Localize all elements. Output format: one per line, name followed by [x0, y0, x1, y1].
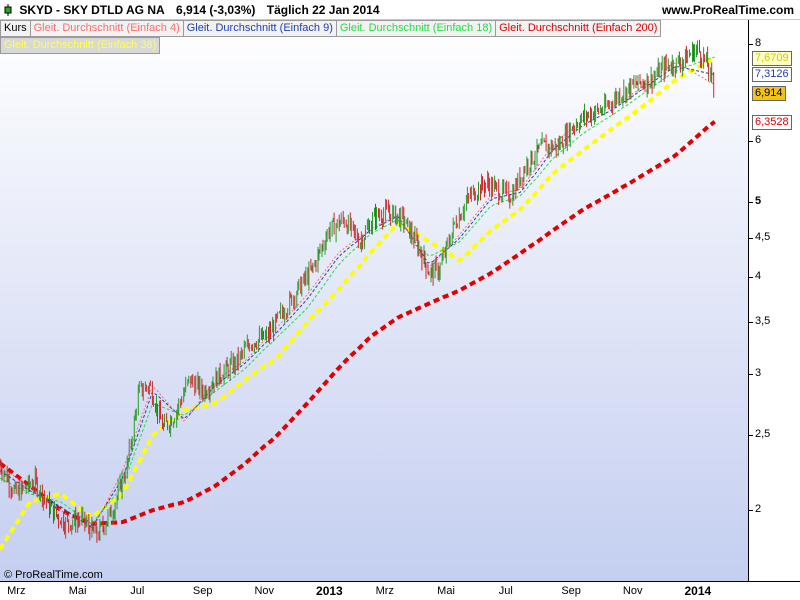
y-tick-label: 2,5 [755, 428, 771, 441]
legend-item[interactable]: Gleit. Durchschnitt (Einfach 38) [0, 37, 161, 54]
price-label-box: 7,3126 [752, 67, 792, 83]
y-tick-label: 8 [755, 37, 762, 50]
y-tick-label: 4 [755, 270, 762, 283]
price-change: 6,914 (-3,03%) [176, 3, 256, 17]
x-tick-label: Sep [561, 585, 581, 597]
y-tick-mark [749, 277, 753, 279]
legend-item[interactable]: Gleit. Durchschnitt (Einfach 18) [335, 20, 497, 37]
x-tick-label: Nov [622, 585, 643, 597]
x-tick-label: Jul [498, 585, 513, 597]
x-tick-label: Mai [437, 585, 455, 597]
legend-item[interactable]: Kurs [0, 20, 31, 37]
x-tick-label: Mrz [375, 585, 394, 597]
moving-average-line [0, 56, 715, 525]
price-label-box: 7,6709 [752, 51, 792, 67]
x-tick-label: Nov [254, 585, 275, 597]
legend-item[interactable]: Gleit. Durchschnitt (Einfach 4) [29, 20, 184, 37]
y-tick-mark [749, 44, 753, 46]
moving-average-line [0, 56, 716, 551]
y-tick-mark [749, 202, 753, 204]
y-tick-mark [749, 322, 753, 324]
chart-header: SKYD - SKY DTLD AG NA 6,914 (-3,03%) Täg… [0, 0, 800, 20]
y-tick-label: 3 [755, 366, 762, 379]
candlestick-icon [4, 4, 12, 16]
x-tick-label: Mai [68, 585, 87, 597]
legend: Kurs Gleit. Durchschnitt (Einfach 4) Gleit… [0, 20, 662, 54]
y-tick-label: 3,5 [755, 315, 771, 328]
y-tick-mark [749, 435, 753, 437]
legend-item[interactable]: Gleit. Durchschnitt (Einfach 9) [182, 20, 337, 37]
plot-area[interactable] [0, 20, 748, 581]
y-tick-label: 6 [755, 133, 762, 146]
x-tick-label: 2014 [684, 584, 712, 598]
period-date: Täglich 22 Jan 2014 [266, 3, 380, 17]
x-tick-label: Sep [192, 585, 213, 597]
y-tick-label: 2 [755, 503, 762, 516]
plot-background [0, 20, 748, 581]
price-label-box: 6,914 [752, 86, 786, 102]
y-tick-mark [749, 237, 753, 239]
y-tick-mark [749, 510, 753, 512]
x-tick-label: 2013 [316, 584, 343, 598]
legend-item[interactable]: Gleit. Durchschnitt (Einfach 200) [495, 20, 662, 37]
y-tick-label: 5 [755, 195, 762, 208]
site-url: www.ProRealTime.com [661, 3, 794, 17]
chart-canvas[interactable] [0, 20, 748, 581]
price-label-box: 6,3528 [752, 114, 792, 130]
x-axis: Mrz Mai Jul Sep Nov 2013 Mrz Mai Jul Sep Nov 2014 [0, 581, 800, 600]
ticker-name: SKYD - SKY DTLD AG NA [19, 3, 165, 17]
x-tick-label: Mrz [7, 585, 26, 597]
ticker-info: SKYD - SKY DTLD AG NA 6,914 (-3,03%) Täg… [4, 3, 388, 17]
y-tick-label: 4,5 [755, 230, 771, 243]
y-tick-mark [749, 373, 753, 375]
x-tick-label: Jul [130, 585, 145, 597]
copyright-text: © ProRealTime.com [4, 569, 103, 581]
y-axis: 8 6 5 4,5 4 3,5 3 2,5 2 7,6709 7,3126 6,914 6,3528 [748, 20, 800, 581]
y-tick-mark [749, 140, 753, 142]
